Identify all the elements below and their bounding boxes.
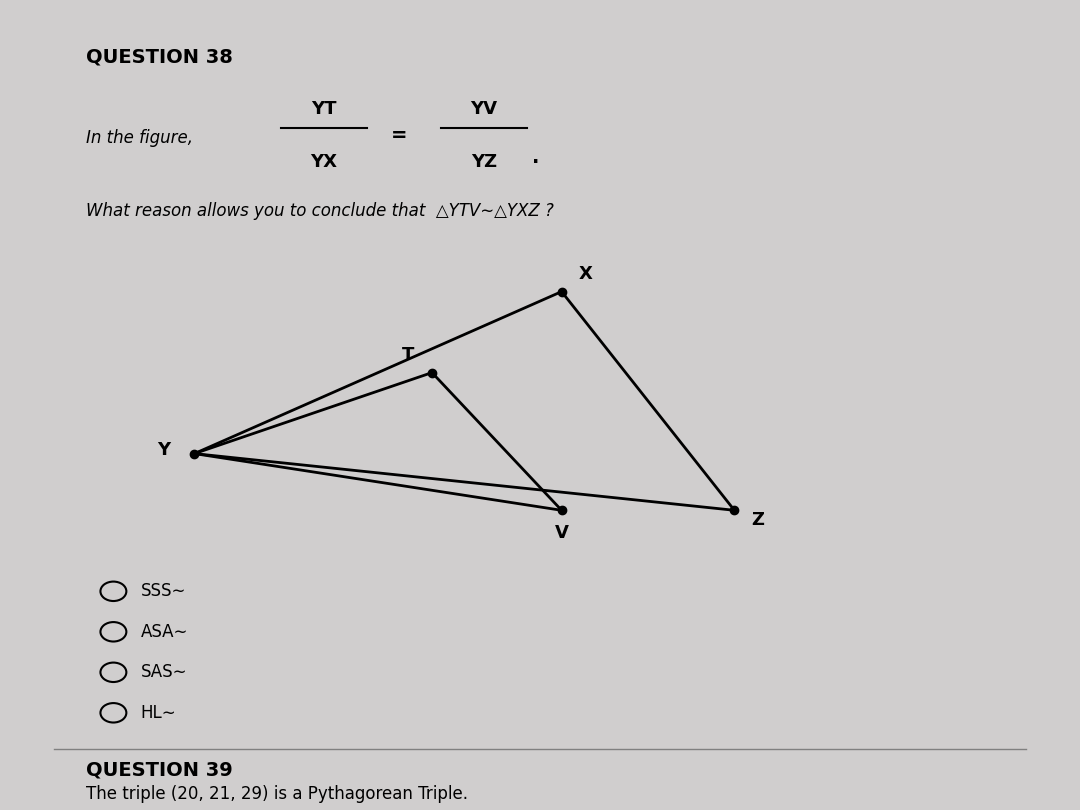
Text: YX: YX <box>311 153 337 171</box>
Text: SSS∼: SSS∼ <box>140 582 186 600</box>
Text: SAS∼: SAS∼ <box>140 663 187 681</box>
Text: ASA∼: ASA∼ <box>140 623 188 641</box>
Text: QUESTION 39: QUESTION 39 <box>86 760 233 779</box>
Text: X: X <box>579 265 592 283</box>
Text: What reason allows you to conclude that  △YTV∼△YXZ ?: What reason allows you to conclude that … <box>86 202 554 220</box>
Text: =: = <box>391 126 408 145</box>
Text: .: . <box>532 148 539 168</box>
Text: HL∼: HL∼ <box>140 704 176 722</box>
Text: YV: YV <box>471 100 497 118</box>
Text: YZ: YZ <box>471 153 497 171</box>
Text: V: V <box>555 524 568 542</box>
Text: T: T <box>402 346 415 364</box>
Text: Z: Z <box>752 511 765 529</box>
Text: In the figure,: In the figure, <box>86 129 193 147</box>
Text: YT: YT <box>311 100 337 118</box>
Text: Y: Y <box>158 441 171 458</box>
Text: The triple (20, 21, 29) is a Pythagorean Triple.: The triple (20, 21, 29) is a Pythagorean… <box>86 785 469 803</box>
Text: QUESTION 38: QUESTION 38 <box>86 47 233 66</box>
